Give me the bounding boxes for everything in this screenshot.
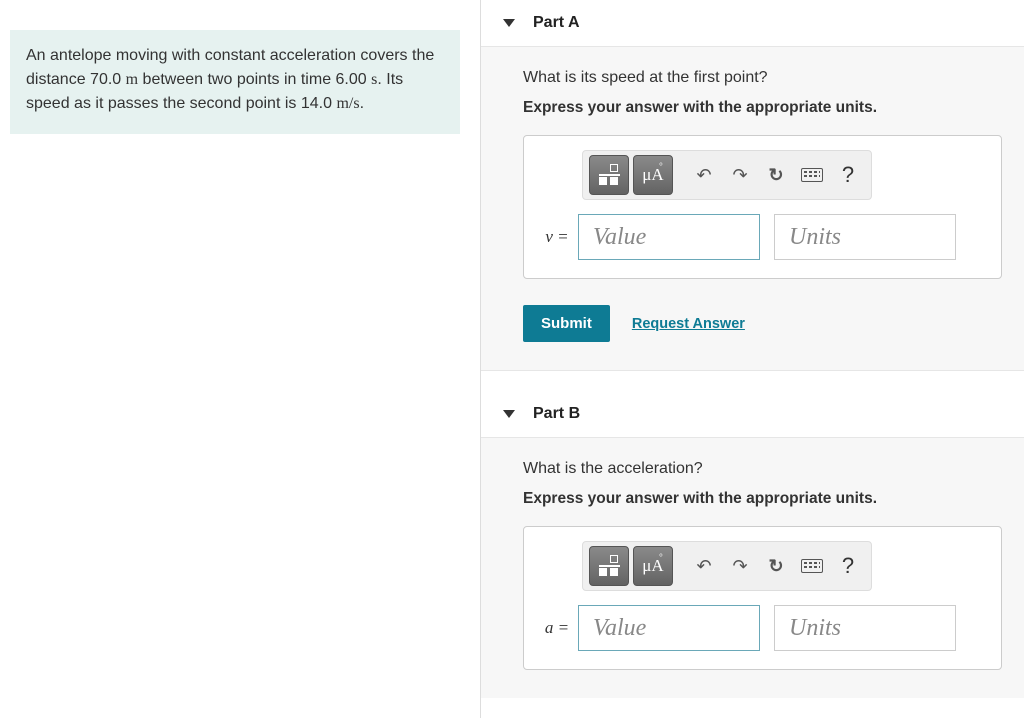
speed-unit: m/s [336, 95, 359, 112]
redo-icon: ↷ [732, 165, 747, 186]
part-a: Part A What is its speed at the first po… [481, 0, 1024, 371]
keyboard-icon [801, 168, 823, 182]
distance-value: 70.0 [90, 71, 121, 88]
part-a-body: What is its speed at the first point? Ex… [481, 46, 1024, 371]
part-a-input-row: v = Value Units [536, 214, 989, 260]
part-a-units-input[interactable]: Units [774, 214, 956, 260]
part-b-instruction: Express your answer with the appropriate… [523, 490, 1002, 508]
answer-toolbar: μA° ↶ ↷ ↻ ? [582, 541, 872, 591]
problem-text: . [360, 95, 364, 112]
reset-icon: ↻ [768, 165, 783, 186]
mu-angstrom-icon: μA° [642, 165, 663, 185]
answer-toolbar: μA° ↶ ↷ ↻ ? [582, 150, 872, 200]
redo-button[interactable]: ↷ [723, 548, 757, 584]
part-b-units-input[interactable]: Units [774, 605, 956, 651]
part-a-title: Part A [533, 14, 580, 32]
right-column: Part A What is its speed at the first po… [480, 0, 1024, 718]
speed-value: 14.0 [301, 95, 332, 112]
request-answer-link[interactable]: Request Answer [632, 316, 745, 332]
undo-button[interactable]: ↶ [687, 548, 721, 584]
reset-icon: ↻ [768, 556, 783, 577]
reset-button[interactable]: ↻ [759, 548, 793, 584]
page-layout: An antelope moving with constant acceler… [0, 0, 1024, 718]
part-b-body: What is the acceleration? Express your a… [481, 437, 1024, 698]
help-icon: ? [842, 162, 854, 188]
part-b: Part B What is the acceleration? Express… [481, 391, 1024, 698]
time-value: 6.00 [336, 71, 367, 88]
fraction-icon [599, 555, 620, 577]
part-a-header[interactable]: Part A [481, 0, 1024, 46]
problem-statement: An antelope moving with constant acceler… [10, 30, 460, 134]
part-b-title: Part B [533, 405, 580, 423]
symbols-tool-button[interactable]: μA° [633, 546, 673, 586]
help-button[interactable]: ? [831, 157, 865, 193]
help-icon: ? [842, 553, 854, 579]
part-b-header[interactable]: Part B [481, 391, 1024, 437]
undo-icon: ↶ [696, 556, 711, 577]
undo-icon: ↶ [696, 165, 711, 186]
fraction-icon [599, 164, 620, 186]
chevron-down-icon [503, 410, 515, 418]
template-tool-button[interactable] [589, 155, 629, 195]
submit-button[interactable]: Submit [523, 305, 610, 342]
part-a-value-input[interactable]: Value [578, 214, 760, 260]
part-b-answer-box: μA° ↶ ↷ ↻ ? a = Value Units [523, 526, 1002, 670]
chevron-down-icon [503, 19, 515, 27]
redo-icon: ↷ [732, 556, 747, 577]
mu-angstrom-icon: μA° [642, 556, 663, 576]
part-a-actions: Submit Request Answer [523, 305, 1002, 342]
part-a-question: What is its speed at the first point? [523, 69, 1002, 87]
reset-button[interactable]: ↻ [759, 157, 793, 193]
left-column: An antelope moving with constant acceler… [0, 0, 480, 718]
keyboard-button[interactable] [795, 157, 829, 193]
problem-text: between two points in time [138, 71, 335, 88]
part-b-variable-label: a = [536, 618, 578, 638]
part-b-question: What is the acceleration? [523, 460, 1002, 478]
help-button[interactable]: ? [831, 548, 865, 584]
template-tool-button[interactable] [589, 546, 629, 586]
undo-button[interactable]: ↶ [687, 157, 721, 193]
symbols-tool-button[interactable]: μA° [633, 155, 673, 195]
keyboard-icon [801, 559, 823, 573]
keyboard-button[interactable] [795, 548, 829, 584]
part-b-input-row: a = Value Units [536, 605, 989, 651]
distance-unit: m [126, 71, 138, 88]
redo-button[interactable]: ↷ [723, 157, 757, 193]
part-b-value-input[interactable]: Value [578, 605, 760, 651]
part-a-answer-box: μA° ↶ ↷ ↻ ? v = Value Units [523, 135, 1002, 279]
part-a-variable-label: v = [536, 227, 578, 247]
part-a-instruction: Express your answer with the appropriate… [523, 99, 1002, 117]
